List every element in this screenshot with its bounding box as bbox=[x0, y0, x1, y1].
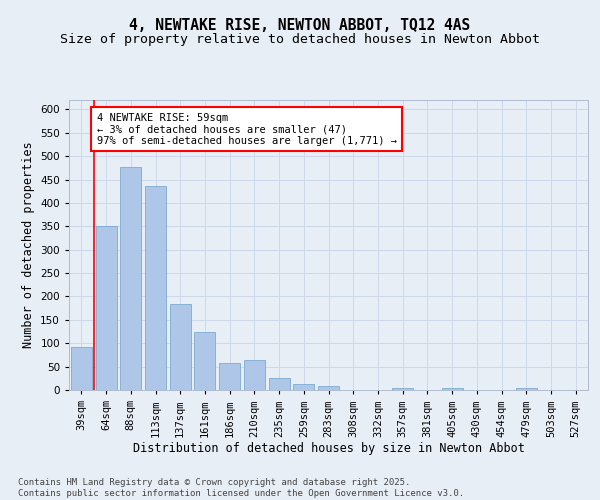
Bar bbox=[318, 386, 339, 390]
Bar bbox=[269, 378, 290, 390]
Text: Contains HM Land Registry data © Crown copyright and database right 2025.
Contai: Contains HM Land Registry data © Crown c… bbox=[18, 478, 464, 498]
Bar bbox=[145, 186, 166, 390]
Bar bbox=[194, 332, 215, 390]
Bar bbox=[219, 364, 240, 390]
X-axis label: Distribution of detached houses by size in Newton Abbot: Distribution of detached houses by size … bbox=[133, 442, 524, 455]
Y-axis label: Number of detached properties: Number of detached properties bbox=[22, 142, 35, 348]
Bar bbox=[244, 360, 265, 390]
Text: 4, NEWTAKE RISE, NEWTON ABBOT, TQ12 4AS: 4, NEWTAKE RISE, NEWTON ABBOT, TQ12 4AS bbox=[130, 18, 470, 32]
Bar bbox=[95, 226, 116, 390]
Bar bbox=[293, 384, 314, 390]
Text: Size of property relative to detached houses in Newton Abbot: Size of property relative to detached ho… bbox=[60, 32, 540, 46]
Bar bbox=[392, 388, 413, 390]
Bar bbox=[71, 346, 92, 390]
Text: 4 NEWTAKE RISE: 59sqm
← 3% of detached houses are smaller (47)
97% of semi-detac: 4 NEWTAKE RISE: 59sqm ← 3% of detached h… bbox=[97, 112, 397, 146]
Bar bbox=[442, 388, 463, 390]
Bar bbox=[516, 388, 537, 390]
Bar bbox=[120, 168, 141, 390]
Bar bbox=[170, 304, 191, 390]
